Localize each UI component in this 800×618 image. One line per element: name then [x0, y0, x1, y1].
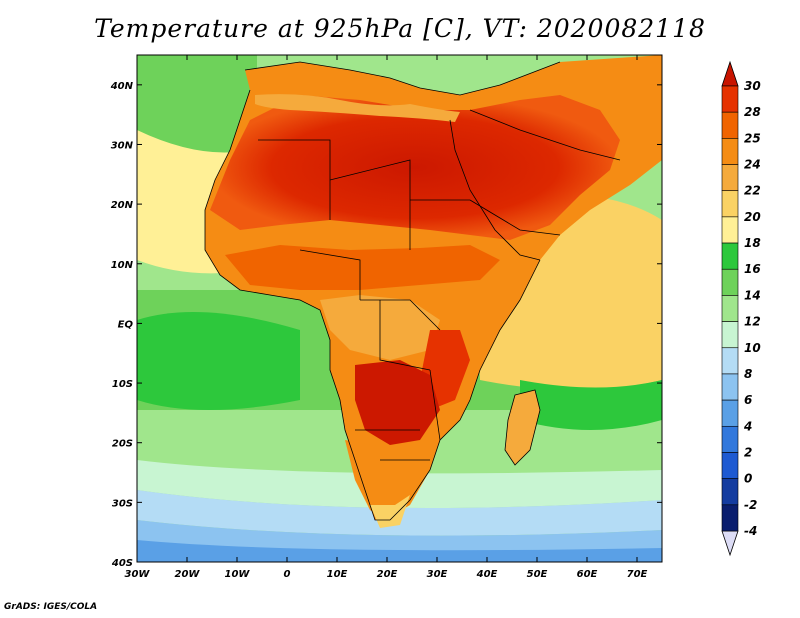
y-tick-label: 40S — [111, 558, 133, 569]
colorbar-segment — [721, 111, 739, 139]
x-axis: 30W 20W 10W 0 10E 20E 30E 40E 50E 60E 70E — [125, 55, 648, 580]
colorbar-label: 12 — [744, 315, 761, 329]
colorbar-segment — [721, 295, 739, 322]
colorbar-segment — [721, 373, 739, 401]
colorbar-label: 25 — [744, 131, 761, 145]
colorbar-label: 18 — [744, 236, 761, 250]
colorbar-segment — [721, 425, 739, 453]
x-tick-label: 60E — [577, 569, 598, 580]
colorbar-label: 22 — [744, 184, 761, 198]
x-tick-label: 20W — [175, 569, 201, 580]
y-axis: 40N 30N 20N 10N EQ 10S 20S 30S 40S — [110, 81, 662, 569]
colorbar-segment — [721, 85, 739, 113]
x-tick-label: 30W — [125, 569, 151, 580]
colorbar-label: 16 — [744, 262, 761, 276]
southern-africa-hot — [355, 360, 440, 445]
colorbar-label: 6 — [744, 393, 752, 407]
colorbar-label: 10 — [744, 341, 761, 355]
south-band-5 — [137, 540, 662, 562]
sahara-hot-core — [210, 95, 620, 240]
colorbar-label: 2 — [744, 445, 752, 459]
madagascar — [505, 390, 540, 465]
credit-label: GrADS: IGES/COLA — [4, 602, 98, 612]
colorbar-segment — [721, 399, 739, 427]
map-frame — [136, 54, 663, 563]
colorbar-segment — [721, 321, 739, 349]
temperature-field — [137, 55, 662, 562]
colorbar-label: 0 — [744, 472, 752, 486]
mediterranean-sea — [255, 94, 460, 122]
y-tick-label: 20S — [112, 439, 133, 450]
page-title: Temperature at 925hPa [C], VT: 202008211… — [94, 14, 706, 43]
colorbar-segment — [721, 242, 739, 270]
colorbar-label: -4 — [744, 524, 757, 538]
colorbar-segment — [721, 504, 739, 532]
colorbar-label: 8 — [744, 367, 752, 381]
y-tick-label: 40N — [110, 81, 134, 92]
y-tick-label: 20N — [111, 200, 134, 211]
colorbar-label: 24 — [744, 158, 761, 172]
x-tick-label: 30E — [427, 569, 448, 580]
colorbar-label: 28 — [744, 105, 761, 119]
colorbar-label: -2 — [744, 498, 757, 512]
y-tick-label: 30N — [111, 140, 134, 151]
x-tick-label: 20E — [377, 569, 398, 580]
y-tick-label: EQ — [118, 319, 134, 330]
colorbar-bottom-arrow-icon — [721, 530, 739, 557]
y-tick-label: 10N — [111, 260, 134, 271]
x-tick-label: 70E — [627, 569, 648, 580]
colorbar-segment — [721, 216, 739, 244]
y-tick-label: 30S — [112, 498, 133, 509]
colorbar-segment — [721, 138, 739, 165]
x-tick-label: 10E — [327, 569, 348, 580]
x-tick-label: 0 — [284, 569, 291, 580]
colorbar-label: 30 — [744, 79, 761, 93]
indian-ocean-green — [520, 380, 662, 430]
colorbar-segment — [721, 268, 739, 296]
colorbar-top-arrow-icon — [721, 60, 739, 87]
y-tick-label: 10S — [112, 379, 133, 390]
colorbar-label: 14 — [744, 288, 761, 302]
sahel-band — [225, 245, 500, 290]
colorbar-segment — [721, 347, 739, 375]
x-tick-label: 50E — [527, 569, 548, 580]
colorbar-segment — [721, 164, 739, 192]
boundaries — [204, 61, 621, 521]
colorbar-label: 4 — [743, 419, 752, 433]
colorbar-segment — [721, 452, 739, 479]
colorbar-label: 20 — [744, 210, 761, 224]
colorbar-segment — [721, 478, 739, 506]
gulf-guinea-band — [137, 312, 300, 410]
x-tick-label: 10W — [225, 569, 251, 580]
x-tick-label: 40E — [476, 569, 498, 580]
colorbar-segment — [721, 190, 739, 218]
